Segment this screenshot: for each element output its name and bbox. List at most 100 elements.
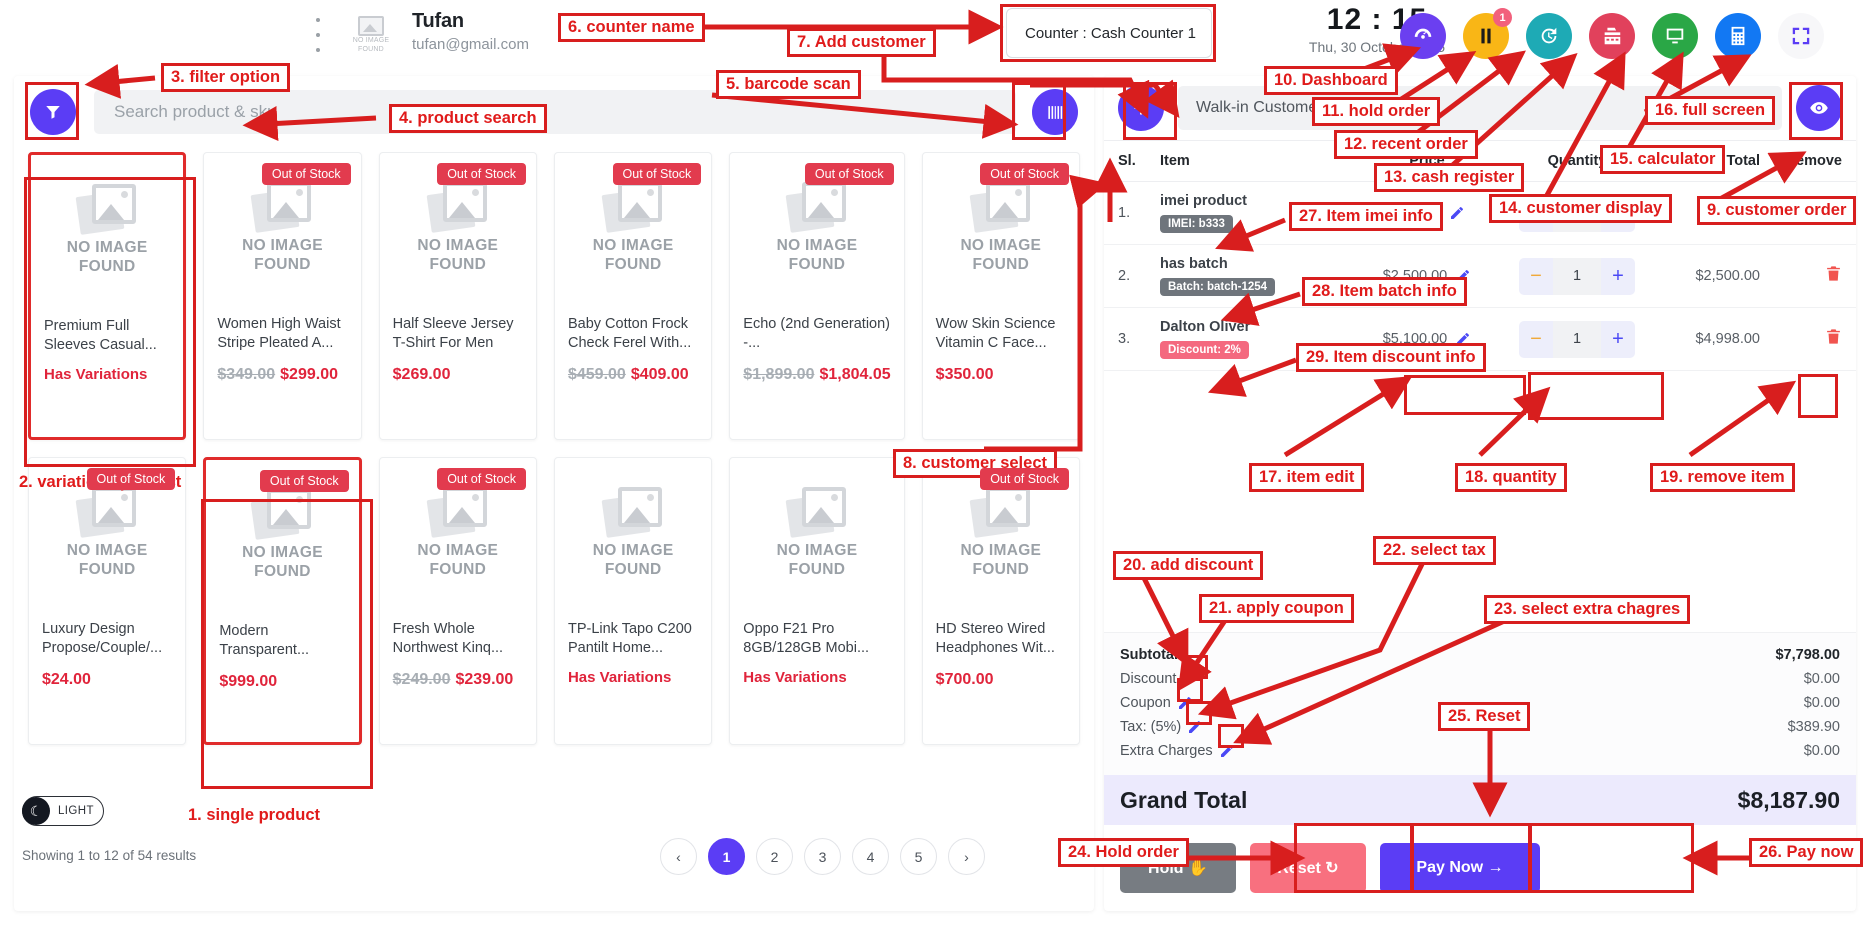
- qty-value[interactable]: 1: [1553, 320, 1601, 358]
- annotation-label: 27. Item imei info: [1289, 202, 1443, 231]
- total-row: Tax: (5%) $389.90: [1120, 715, 1840, 739]
- product-card[interactable]: Out of Stock NO IMAGE FOUND Luxury Design P…: [28, 457, 187, 745]
- product-card[interactable]: Out of Stock NO IMAGE FOUND Half Sleeve Jer…: [378, 152, 537, 440]
- full-screen-button[interactable]: [1778, 13, 1824, 59]
- product-current-price: $24.00: [42, 671, 91, 688]
- out-of-stock-badge: Out of Stock: [437, 163, 526, 185]
- product-card[interactable]: Out of Stock NO IMAGE FOUND Women High Wais…: [203, 152, 362, 440]
- qty-decrease-button[interactable]: −: [1530, 327, 1542, 350]
- product-current-price: $350.00: [935, 366, 994, 383]
- cart-row-remove[interactable]: [1760, 264, 1842, 288]
- annotation-label: 6. counter name: [558, 13, 705, 42]
- pagination-button[interactable]: ‹: [660, 838, 697, 875]
- counter-name-field[interactable]: Counter : Cash Counter 1: [1006, 8, 1212, 58]
- calculator-icon: [1731, 26, 1745, 46]
- cart-item-batch-badge: Batch: batch-1254: [1160, 278, 1276, 296]
- edit-icon[interactable]: [1177, 695, 1193, 711]
- edit-icon[interactable]: [1187, 719, 1203, 735]
- total-row: Subtotal: $7,798.00: [1120, 643, 1840, 667]
- product-current-price: $299.00: [280, 366, 338, 383]
- trash-icon[interactable]: [1825, 264, 1842, 283]
- pagination-button[interactable]: 2: [756, 838, 793, 875]
- product-name: Wow Skin Science Vitamin C Face...: [935, 316, 1056, 351]
- cart-item-total: $2,500.00: [1695, 268, 1760, 284]
- dashboard-button[interactable]: [1400, 13, 1446, 59]
- product-name: Oppo F21 Pro 8GB/128GB Mobi...: [743, 621, 870, 656]
- qty-increase-button[interactable]: +: [1612, 264, 1624, 287]
- cash-register-button[interactable]: [1589, 13, 1635, 59]
- annotation-label: 7. Add customer: [787, 28, 936, 57]
- qty-value[interactable]: 1: [1553, 257, 1601, 295]
- customer-order-button[interactable]: [1796, 85, 1842, 131]
- product-old-price: $1,899.00: [743, 366, 815, 383]
- product-name: Fresh Whole Northwest Kinq...: [392, 621, 504, 656]
- qty-increase-button[interactable]: +: [1612, 327, 1624, 350]
- pagination-button[interactable]: 5: [900, 838, 937, 875]
- product-card[interactable]: Out of Stock NO IMAGE FOUND Fresh Whole Nor…: [378, 457, 537, 745]
- total-label: Coupon: [1120, 695, 1171, 711]
- reset-button[interactable]: Reset ↻: [1250, 843, 1366, 893]
- qty-decrease-button[interactable]: −: [1530, 264, 1542, 287]
- trash-icon[interactable]: [1825, 327, 1842, 346]
- product-card[interactable]: NO IMAGE FOUND TP-Link Tapo C200 Pantilt H…: [553, 457, 713, 745]
- out-of-stock-badge: Out of Stock: [612, 163, 702, 185]
- product-card[interactable]: Out of Stock NO IMAGE FOUND Baby Cotton Fro…: [553, 152, 713, 440]
- filter-icon: [46, 106, 60, 119]
- theme-toggle[interactable]: ☾ LIGHT: [22, 796, 104, 826]
- pagination-button[interactable]: 1: [708, 838, 745, 875]
- pagination-button[interactable]: ›: [948, 838, 985, 875]
- product-old-price: $459.00: [567, 366, 626, 383]
- product-image-placeholder: NO IMAGE FOUND: [380, 458, 536, 608]
- product-card[interactable]: Out of Stock NO IMAGE FOUND HD Stereo Wired…: [921, 457, 1080, 745]
- product-card[interactable]: Out of Stock NO IMAGE FOUND Wow Skin Scienc…: [921, 152, 1080, 440]
- history-icon: [1541, 27, 1557, 44]
- quantity-stepper[interactable]: −1 +: [1519, 257, 1635, 295]
- dashboard-icon: [1414, 28, 1432, 39]
- product-old-price: $249.00: [392, 671, 451, 688]
- product-card[interactable]: Out of Stock NO IMAGE FOUND Modern Transpar…: [203, 457, 362, 745]
- product-body: HD Stereo Wired Headphones Wit... $700.00: [923, 608, 1079, 690]
- quantity-stepper[interactable]: −1 +: [1519, 320, 1635, 358]
- edit-icon[interactable]: [1449, 205, 1465, 221]
- no-image-text: NO IMAGE FOUND: [66, 239, 148, 275]
- calculator-button[interactable]: [1715, 13, 1761, 59]
- menu-dots-icon[interactable]: [315, 18, 321, 52]
- product-name: HD Stereo Wired Headphones Wit...: [935, 621, 1055, 656]
- product-price: $999.00: [219, 671, 345, 692]
- product-card[interactable]: Out of Stock NO IMAGE FOUND Echo (2nd Gener…: [729, 152, 905, 440]
- customer-display-button[interactable]: [1652, 13, 1698, 59]
- product-card[interactable]: NO IMAGE FOUND Oppo F21 Pro 8GB/128GB Mobi…: [729, 457, 905, 745]
- no-image-text: NO IMAGE FOUND: [592, 542, 674, 578]
- image-placeholder-icon: [251, 182, 312, 233]
- pagination-button[interactable]: 4: [852, 838, 889, 875]
- product-image-placeholder: NO IMAGE FOUND: [29, 458, 185, 608]
- product-image-placeholder: NO IMAGE FOUND: [730, 153, 903, 303]
- recent-order-button[interactable]: [1526, 13, 1572, 59]
- search-input[interactable]: [94, 90, 1016, 134]
- image-placeholder-icon: [426, 487, 487, 538]
- product-image-placeholder: NO IMAGE FOUND: [31, 155, 183, 305]
- edit-icon[interactable]: [1219, 743, 1235, 759]
- product-card[interactable]: NO IMAGE FOUND Premium Full Sleeves Casual…: [28, 152, 187, 440]
- product-variation-label: Has Variations: [44, 366, 148, 383]
- product-body: Wow Skin Science Vitamin C Face... $350.0…: [923, 303, 1079, 385]
- user-email: tufan@gmail.com: [412, 36, 529, 53]
- add-customer-button[interactable]: +: [1118, 85, 1164, 131]
- cart-row-remove[interactable]: [1760, 327, 1842, 351]
- product-price: $700.00: [936, 669, 1066, 690]
- hold-order-button[interactable]: 1: [1463, 8, 1512, 59]
- no-image-text: NO IMAGE FOUND: [960, 237, 1042, 273]
- out-of-stock-badge: Out of Stock: [980, 468, 1069, 490]
- barcode-scan-button[interactable]: [1032, 89, 1078, 135]
- edit-icon[interactable]: [1182, 671, 1198, 687]
- pay-now-button[interactable]: Pay Now →: [1380, 843, 1540, 893]
- avatar-caption-line1: NO IMAGE: [352, 37, 390, 44]
- annotation-label: 25. Reset: [1438, 702, 1531, 731]
- cart-row-item: has batch Batch: batch-1254: [1160, 256, 1352, 296]
- pagination-button[interactable]: 3: [804, 838, 841, 875]
- edit-icon[interactable]: [1455, 331, 1471, 347]
- filter-button[interactable]: [30, 89, 76, 135]
- product-current-price: $1,804.05: [819, 366, 891, 383]
- no-image-text: NO IMAGE FOUND: [776, 542, 858, 578]
- annotation-label: 22. select tax: [1373, 536, 1496, 565]
